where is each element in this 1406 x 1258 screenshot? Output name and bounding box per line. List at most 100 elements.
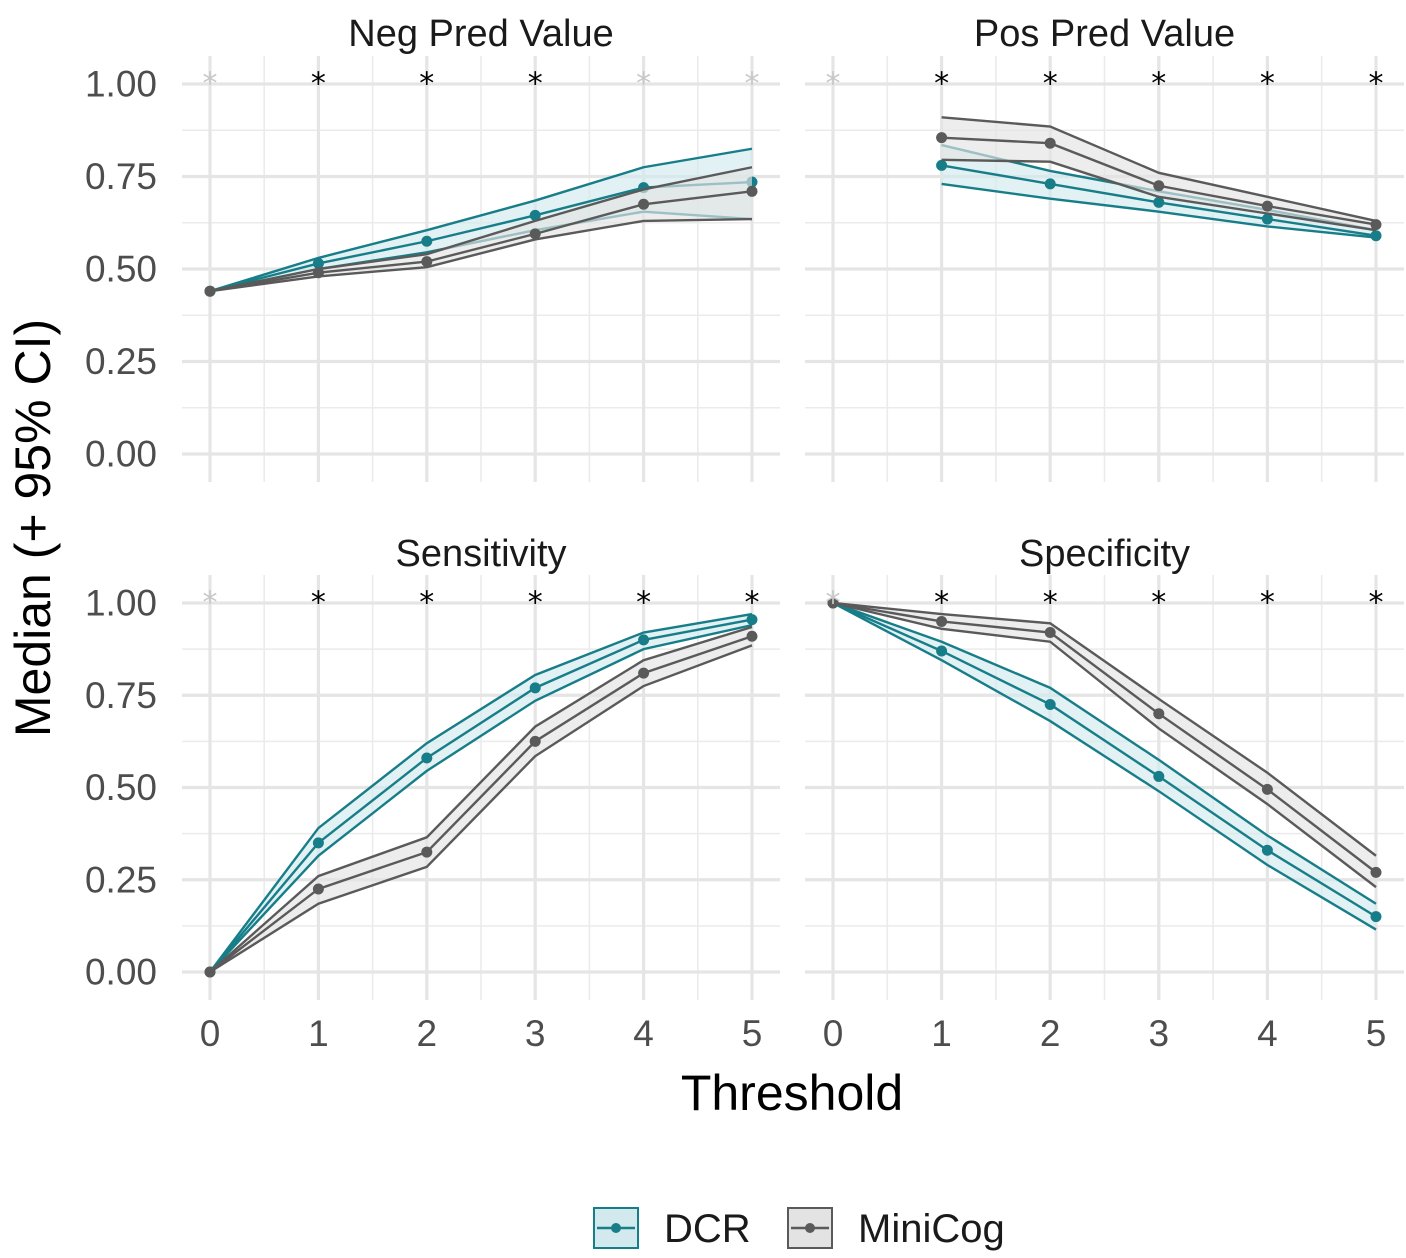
data-point: [936, 645, 948, 657]
data-point: [1261, 200, 1273, 212]
panel-grid: [805, 575, 1404, 1000]
ci-lower-line: [941, 182, 1377, 239]
panel-neg-pred-value: Neg Pred Value 0.00 0.25 0.50 0.75 1.00 * * * * * *: [85, 13, 780, 482]
data-point: [529, 209, 541, 221]
data-point: [1153, 708, 1165, 720]
data-point: [638, 667, 650, 679]
ci-upper-line: [209, 612, 753, 973]
x-tick-label: 4: [1257, 1013, 1278, 1054]
data-point: [1370, 219, 1382, 231]
ci-upper-line: [832, 601, 1377, 905]
series-minicog: [204, 166, 758, 297]
data-point: [529, 682, 541, 694]
significance-marker: *: [1369, 586, 1384, 621]
significance-marker: *: [934, 586, 949, 621]
data-point: [1370, 230, 1382, 242]
series-dcr: [827, 597, 1382, 931]
data-point: [1044, 698, 1056, 710]
ci-ribbon-minicog: [210, 626, 752, 972]
data-point: [1044, 137, 1056, 149]
data-point: [746, 614, 758, 626]
ci-lower-line: [941, 158, 1377, 232]
x-tick-label: 1: [308, 1013, 329, 1054]
data-point: [1261, 783, 1273, 795]
significance-marker: *: [311, 67, 326, 102]
median-line-minicog: [209, 635, 753, 973]
ci-upper-line: [209, 166, 753, 293]
ci-lower-line: [209, 217, 753, 293]
data-point: [529, 228, 541, 240]
x-tick-label: 2: [1040, 1013, 1061, 1054]
x-axis-title: Threshold: [681, 1065, 903, 1121]
median-line-minicog: [832, 601, 1377, 874]
data-point: [638, 634, 650, 646]
data-point: [312, 257, 324, 269]
significance-marker: *: [636, 586, 651, 621]
data-point: [1370, 911, 1382, 923]
ci-lower-line: [209, 623, 753, 973]
y-tick-label: 0.00: [85, 434, 157, 475]
x-tick-label: 4: [633, 1013, 654, 1054]
x-tick-label: 5: [1366, 1013, 1387, 1054]
y-tick-label: 0.75: [85, 156, 157, 197]
y-tick-label: 0.50: [85, 249, 157, 290]
median-line-dcr: [209, 618, 753, 973]
y-tick-label: 0.75: [85, 675, 157, 716]
x-tick-label: 3: [1149, 1013, 1170, 1054]
series-dcr: [204, 612, 758, 978]
significance-marker: *: [934, 67, 949, 102]
y-tick-label: 0.00: [85, 952, 157, 993]
data-point: [529, 735, 541, 747]
data-point: [936, 615, 948, 627]
panels: Neg Pred Value 0.00 0.25 0.50 0.75 1.00 * * * * * *…: [85, 13, 1404, 1054]
legend: DCR MiniCog: [593, 1207, 1005, 1251]
data-point: [1153, 196, 1165, 208]
data-point: [1044, 178, 1056, 190]
series-minicog: [936, 116, 1382, 232]
significance-marker: *: [311, 586, 326, 621]
panel-grid: [182, 56, 780, 482]
series-minicog: [827, 597, 1382, 889]
median-line-dcr: [832, 601, 1377, 918]
panel-sensitivity: Sensitivity 0.00 0.25 0.50 0.75 1.00 0 1 2 3 4 5 * * *…: [85, 533, 780, 1054]
data-point: [312, 837, 324, 849]
significance-marker: *: [203, 67, 218, 102]
significance-marker: *: [826, 67, 841, 102]
significance-marker: *: [1260, 586, 1275, 621]
y-tick-label: 0.25: [85, 859, 157, 900]
y-tick-label: 1.00: [85, 64, 157, 105]
x-tick-label: 2: [417, 1013, 438, 1054]
ci-lower-line: [209, 644, 753, 974]
panel-grid: [805, 56, 1404, 482]
y-tick-label: 0.50: [85, 767, 157, 808]
significance-marker: *: [636, 67, 651, 102]
significance-marker: *: [419, 67, 434, 102]
data-point: [421, 846, 433, 858]
significance-marker: *: [745, 586, 760, 621]
significance-marker: *: [203, 586, 218, 621]
data-point: [1261, 213, 1273, 225]
panel-title: Specificity: [1019, 533, 1190, 575]
data-point: [936, 159, 948, 171]
median-line-minicog: [209, 190, 753, 293]
legend-point-minicog: [805, 1223, 815, 1233]
ci-upper-line: [941, 116, 1377, 223]
significance-marker: *: [1043, 586, 1058, 621]
panel-title: Neg Pred Value: [348, 13, 613, 55]
legend-label-minicog: MiniCog: [858, 1207, 1005, 1251]
panel-pos-pred-value: Pos Pred Value * * * * * *: [805, 13, 1404, 482]
legend-label-dcr: DCR: [664, 1207, 751, 1251]
x-tick-label: 0: [823, 1013, 844, 1054]
data-point: [421, 256, 433, 268]
ci-lower-line: [832, 601, 1377, 889]
y-tick-label: 0.25: [85, 341, 157, 382]
significance-marker: *: [1151, 586, 1166, 621]
data-point: [421, 235, 433, 247]
data-point: [1153, 180, 1165, 192]
data-point: [638, 198, 650, 210]
ci-upper-line: [832, 601, 1377, 857]
significance-marker: *: [1151, 67, 1166, 102]
significance-marker: *: [826, 586, 841, 621]
panel-title: Pos Pred Value: [974, 13, 1235, 55]
